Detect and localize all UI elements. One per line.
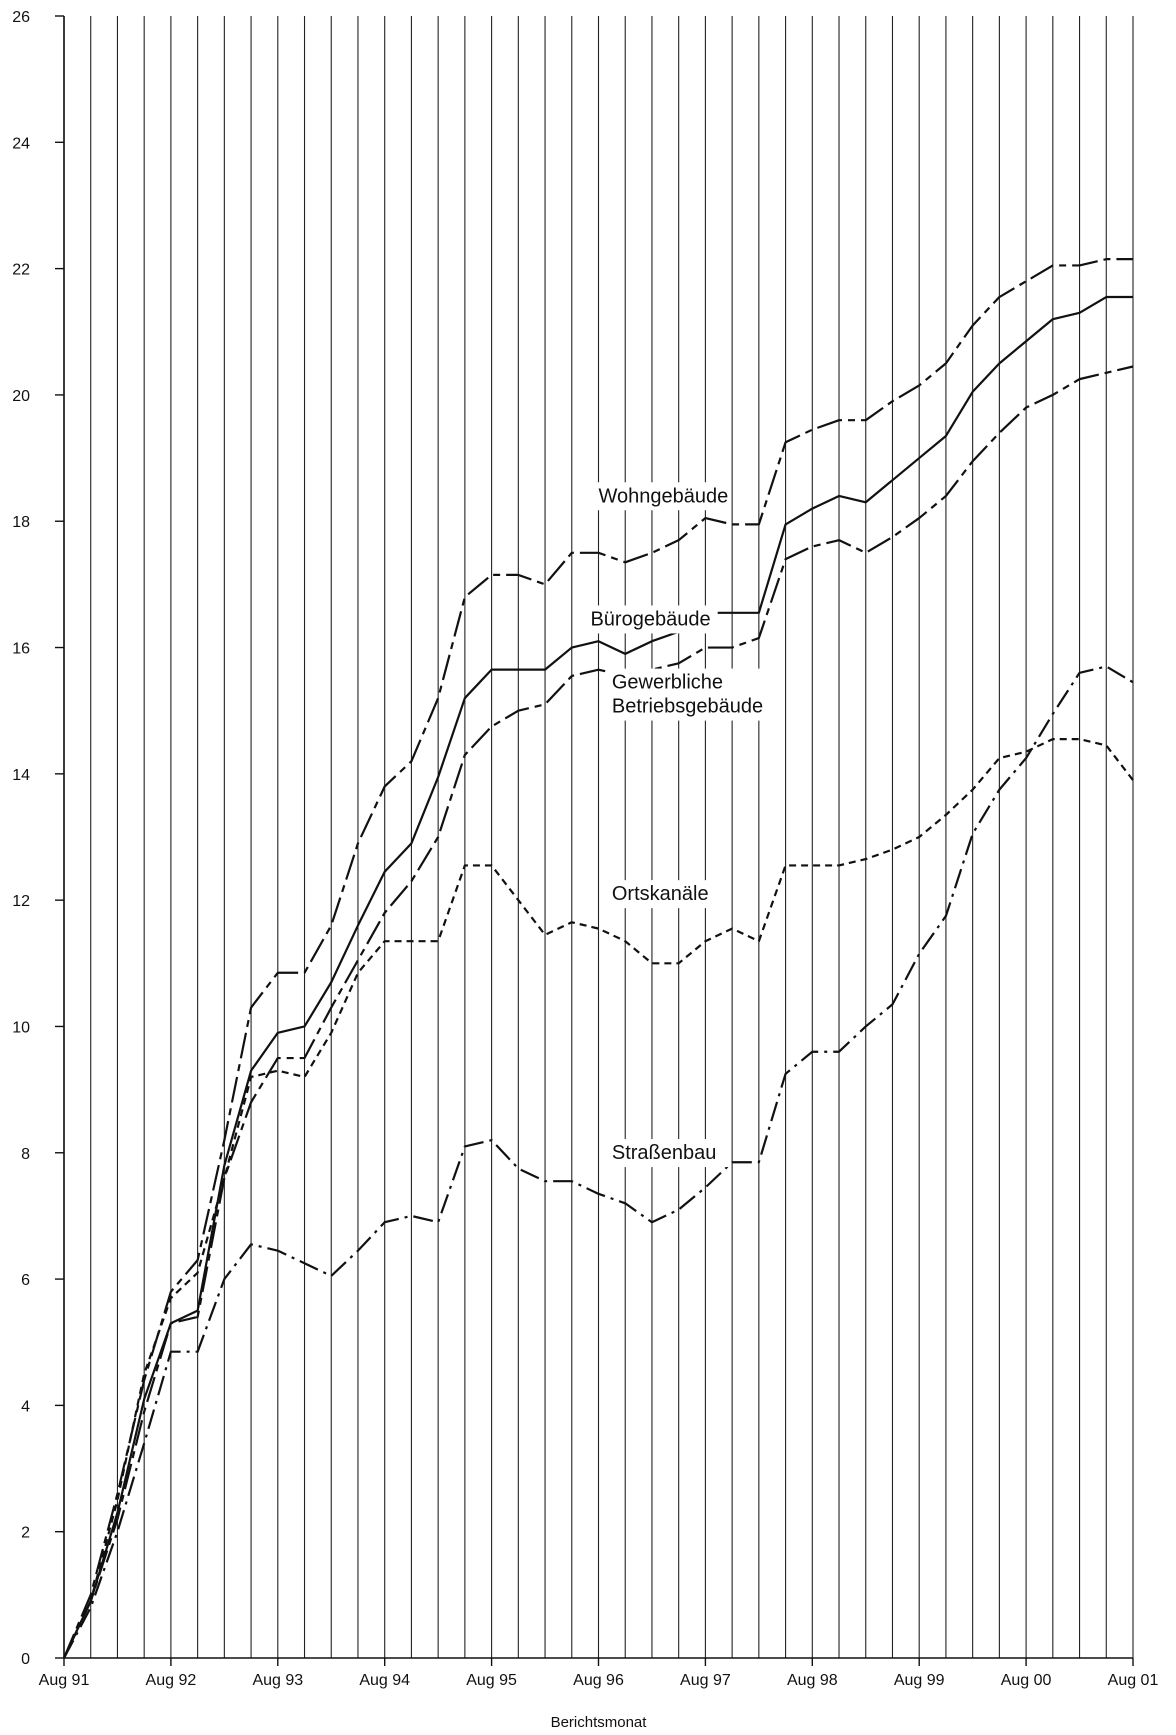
series-label: Wohngebäude [599,485,729,507]
series-label: Straßenbau [612,1142,717,1164]
series-label: Ortskanäle [612,883,709,905]
x-tick-label: Aug 93 [252,1672,303,1689]
x-tick-label: Aug 97 [680,1672,731,1689]
x-tick-label: Aug 99 [894,1672,945,1689]
x-axis-title: Berichtsmonat [551,1714,648,1731]
x-tick-label: Aug 94 [359,1672,410,1689]
x-tick-label: Aug 91 [39,1672,90,1689]
y-tick-label: 24 [12,135,30,152]
series-label-background [594,482,726,511]
y-tick-label: 2 [21,1525,30,1542]
series-label-background [607,880,728,909]
y-tick-label: 6 [21,1272,30,1289]
y-tick-label: 26 [12,9,30,26]
y-tick-label: 12 [12,893,30,910]
y-tick-label: 20 [12,388,30,405]
y-tick-label: 18 [12,514,30,531]
y-tick-label: 4 [21,1398,30,1415]
series-label-background [607,668,784,721]
x-tick-label: Aug 01 [1108,1672,1159,1689]
y-tick-label: 10 [12,1019,30,1036]
y-tick-label: 0 [21,1651,30,1668]
series-label-background [607,1139,728,1168]
vertical-gridlines [63,16,1134,1658]
y-tick-label: 8 [21,1146,30,1163]
series-label: Bürogebäude [590,608,710,630]
series-line [63,295,1133,1659]
series-label: Betriebsgebäude [612,696,763,718]
series-label-background [586,605,718,634]
series-line [63,365,1134,1659]
x-tick-label: Aug 96 [573,1672,624,1689]
x-tick-label: Aug 95 [466,1672,517,1689]
series-label: Gewerbliche [612,672,723,694]
series-labels: Wohngebäude Bürogebäude GewerblicheBetrieb… [586,482,784,1168]
data-series [62,258,1134,1659]
series-line [63,738,1134,1659]
x-tick-label: Aug 98 [787,1672,838,1689]
series-line [62,258,1133,1659]
y-tick-label: 16 [12,641,30,658]
y-tick-label: 22 [12,262,30,279]
y-tick-label: 14 [12,767,30,784]
x-tick-label: Aug 92 [146,1672,197,1689]
series-line [63,665,1134,1659]
x-tick-label: Aug 00 [1001,1672,1052,1689]
